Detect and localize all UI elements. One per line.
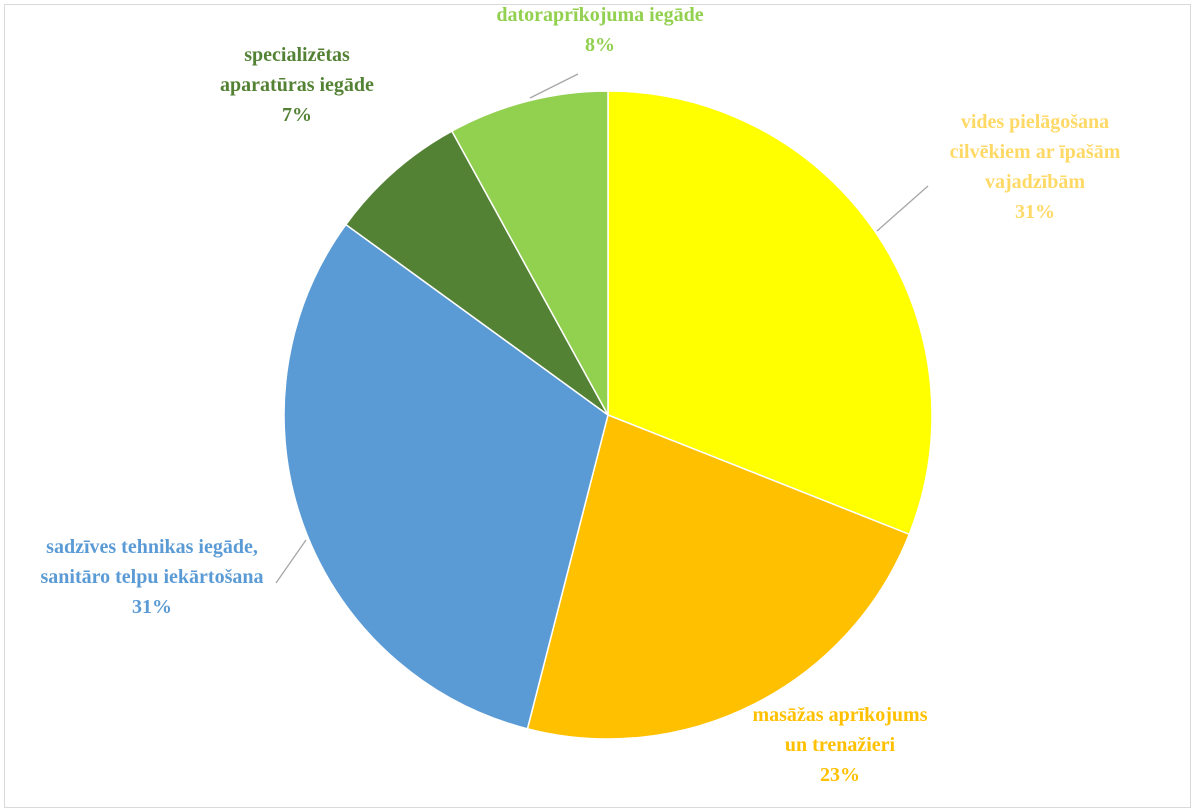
data-label: specializētas aparatūras iegāde 7% <box>197 40 397 130</box>
value-label: 23% <box>820 764 860 786</box>
category-label: datoraprīkojuma iegāde <box>496 4 704 26</box>
data-label: masāžas aprīkojums un trenažieri 23% <box>750 700 930 790</box>
pie-slice <box>344 130 609 416</box>
leader-line <box>876 185 929 232</box>
pie-slice <box>607 90 933 536</box>
data-label: vides pielāgošana cilvēkiem ar īpašām va… <box>925 107 1145 227</box>
chart-border <box>4 4 1191 808</box>
leader-line <box>529 73 579 99</box>
pie-slice <box>450 90 609 416</box>
data-label: sadzīves tehnikas iegāde, sanitāro telpu… <box>17 532 287 622</box>
category-label: sadzīves tehnikas iegāde, sanitāro telpu… <box>40 536 264 588</box>
value-label: 31% <box>1015 201 1055 223</box>
value-label: 31% <box>132 596 172 618</box>
pie-slice <box>526 413 911 740</box>
category-label: specializētas aparatūras iegāde <box>220 44 374 96</box>
pie-slice <box>283 223 609 730</box>
value-label: 8% <box>585 34 615 56</box>
value-label: 7% <box>282 104 312 126</box>
leader-line <box>275 539 307 584</box>
category-label: masāžas aprīkojums un trenažieri <box>752 704 928 756</box>
category-label: vides pielāgošana cilvēkiem ar īpašām va… <box>949 111 1121 193</box>
data-label: datoraprīkojuma iegāde 8% <box>440 0 760 60</box>
